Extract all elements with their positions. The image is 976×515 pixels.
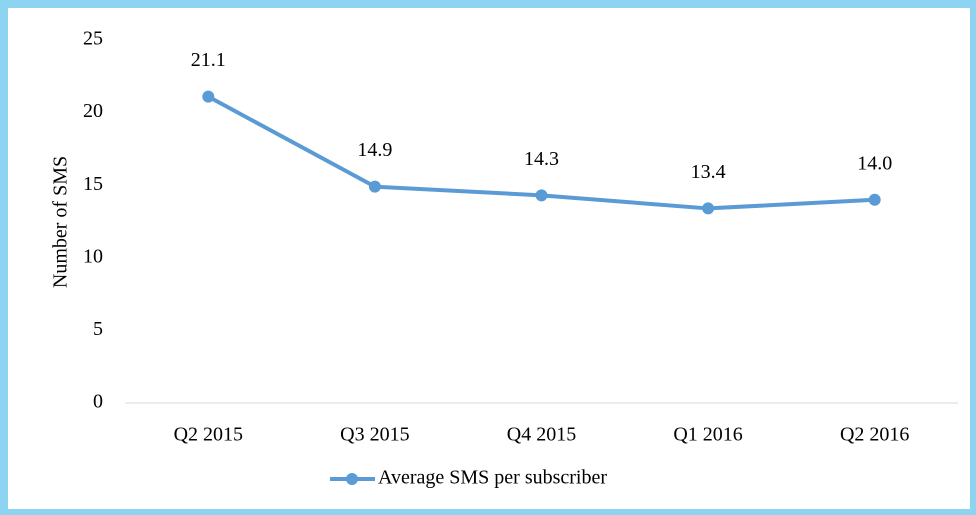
data-label: 13.4 — [691, 161, 726, 183]
data-label: 14.9 — [357, 139, 392, 161]
data-point — [202, 90, 215, 103]
data-point — [868, 193, 881, 206]
x-tick-label: Q4 2015 — [507, 424, 576, 446]
y-tick-label: 5 — [93, 318, 103, 340]
x-tick-label: Q1 2016 — [673, 424, 742, 446]
legend-marker — [346, 473, 358, 485]
y-tick-label: 25 — [83, 28, 103, 50]
x-tick-label: Q2 2016 — [840, 424, 909, 446]
data-label: 21.1 — [191, 49, 226, 71]
y-tick-label: 15 — [83, 173, 103, 195]
y-tick-label: 0 — [93, 391, 103, 413]
y-axis-label: Number of SMS — [50, 156, 72, 288]
data-point — [702, 202, 715, 215]
data-label: 14.0 — [857, 152, 892, 174]
y-tick-label: 10 — [83, 245, 103, 267]
data-label: 14.3 — [524, 148, 559, 170]
legend-label: Average SMS per subscriber — [378, 467, 607, 489]
x-tick-label: Q3 2015 — [340, 424, 409, 446]
x-tick-label: Q2 2015 — [174, 424, 243, 446]
data-point — [535, 189, 548, 202]
data-point — [368, 180, 381, 193]
y-tick-label: 20 — [83, 100, 103, 122]
